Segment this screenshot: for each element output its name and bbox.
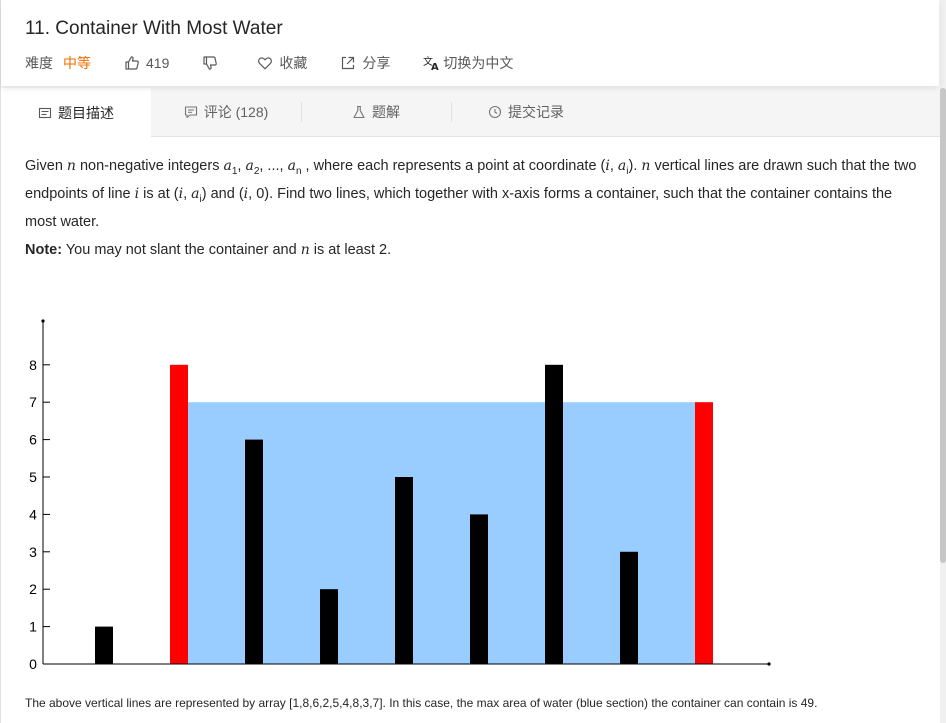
- bar-6: [470, 514, 488, 664]
- bar-8: [620, 551, 638, 664]
- share-icon: [342, 56, 355, 70]
- y-tick-label: 6: [29, 432, 37, 448]
- container-chart: 0 1 2 3 4 5 6 7 8: [29, 319, 771, 670]
- svg-text:文: 文: [423, 55, 433, 68]
- scrollbar-thumb[interactable]: [940, 88, 946, 563]
- favorite-button[interactable]: 收藏: [257, 53, 307, 73]
- left-border: [0, 0, 1, 723]
- like-count: 419: [146, 55, 170, 71]
- favorite-label: 收藏: [279, 55, 308, 71]
- water-area: [188, 402, 695, 664]
- y-tick-label: 4: [29, 506, 37, 522]
- tab-bar: 题目描述 评论 (128) 题解 提交记录: [1, 88, 940, 137]
- y-tick-label: 3: [29, 544, 37, 560]
- y-tick-label: 2: [29, 581, 37, 597]
- bar-1: [95, 626, 113, 664]
- y-tick-label: 0: [29, 656, 37, 670]
- heart-icon: [258, 57, 273, 70]
- problem-header: 11. Container With Most Water 难度 中等 419 …: [1, 0, 939, 86]
- x-axis-arrow: [767, 662, 771, 666]
- difficulty-label: 难度: [25, 55, 53, 71]
- thumbs-down-icon: [203, 56, 218, 70]
- y-tick-label: 7: [29, 394, 37, 410]
- translate-button[interactable]: 文 A 切换为中文: [423, 53, 513, 73]
- translate-label: 切换为中文: [443, 55, 514, 71]
- thumbs-up-icon: [125, 56, 139, 70]
- note-label: Note:: [25, 242, 63, 258]
- comment-icon: [184, 106, 197, 119]
- problem-title: 11. Container With Most Water: [25, 18, 283, 39]
- note-paragraph: Note: You may not slant the container an…: [25, 242, 392, 258]
- tab-divider: [451, 102, 452, 122]
- dislike-button[interactable]: [202, 55, 224, 71]
- tab-description[interactable]: 题目描述: [1, 88, 151, 137]
- tab-label: 提交记录: [508, 104, 564, 120]
- y-tick-label: 8: [29, 357, 37, 373]
- problem-meta: 难度 中等 419 收藏 分享 文: [25, 53, 513, 73]
- y-tick-label: 5: [29, 469, 37, 485]
- translate-icon: 文 A: [423, 55, 439, 71]
- clock-icon: [488, 105, 502, 119]
- flask-icon: [353, 105, 365, 119]
- bar-9: [695, 402, 713, 664]
- difficulty-badge: 中等: [63, 55, 91, 71]
- problem-content: Given n non-negative integers a1, a2, ..…: [1, 137, 940, 723]
- tab-label: 题解: [372, 104, 400, 120]
- bar-7: [545, 364, 563, 664]
- description-paragraph: Given n non-negative integers a1, a2, ..…: [25, 158, 917, 230]
- share-label: 分享: [362, 55, 391, 71]
- bar-4: [320, 589, 338, 664]
- description-icon: [38, 107, 52, 118]
- tab-solutions[interactable]: 题解: [301, 88, 451, 136]
- tab-submissions[interactable]: 提交记录: [451, 88, 601, 136]
- y-axis-arrow: [41, 319, 45, 323]
- bar-3: [245, 439, 263, 664]
- bar-5: [395, 477, 413, 664]
- chart-caption: The above vertical lines are represented…: [25, 696, 818, 710]
- tab-divider: [301, 102, 302, 122]
- share-button[interactable]: 分享: [340, 53, 390, 73]
- like-button[interactable]: 419: [124, 55, 169, 71]
- tab-comments[interactable]: 评论 (128): [151, 88, 301, 136]
- y-tick-label: 1: [29, 619, 37, 635]
- tab-label: 题目描述: [58, 104, 114, 121]
- bar-2: [170, 364, 188, 664]
- tab-label: 评论 (128): [203, 104, 269, 120]
- svg-text:A: A: [431, 62, 439, 71]
